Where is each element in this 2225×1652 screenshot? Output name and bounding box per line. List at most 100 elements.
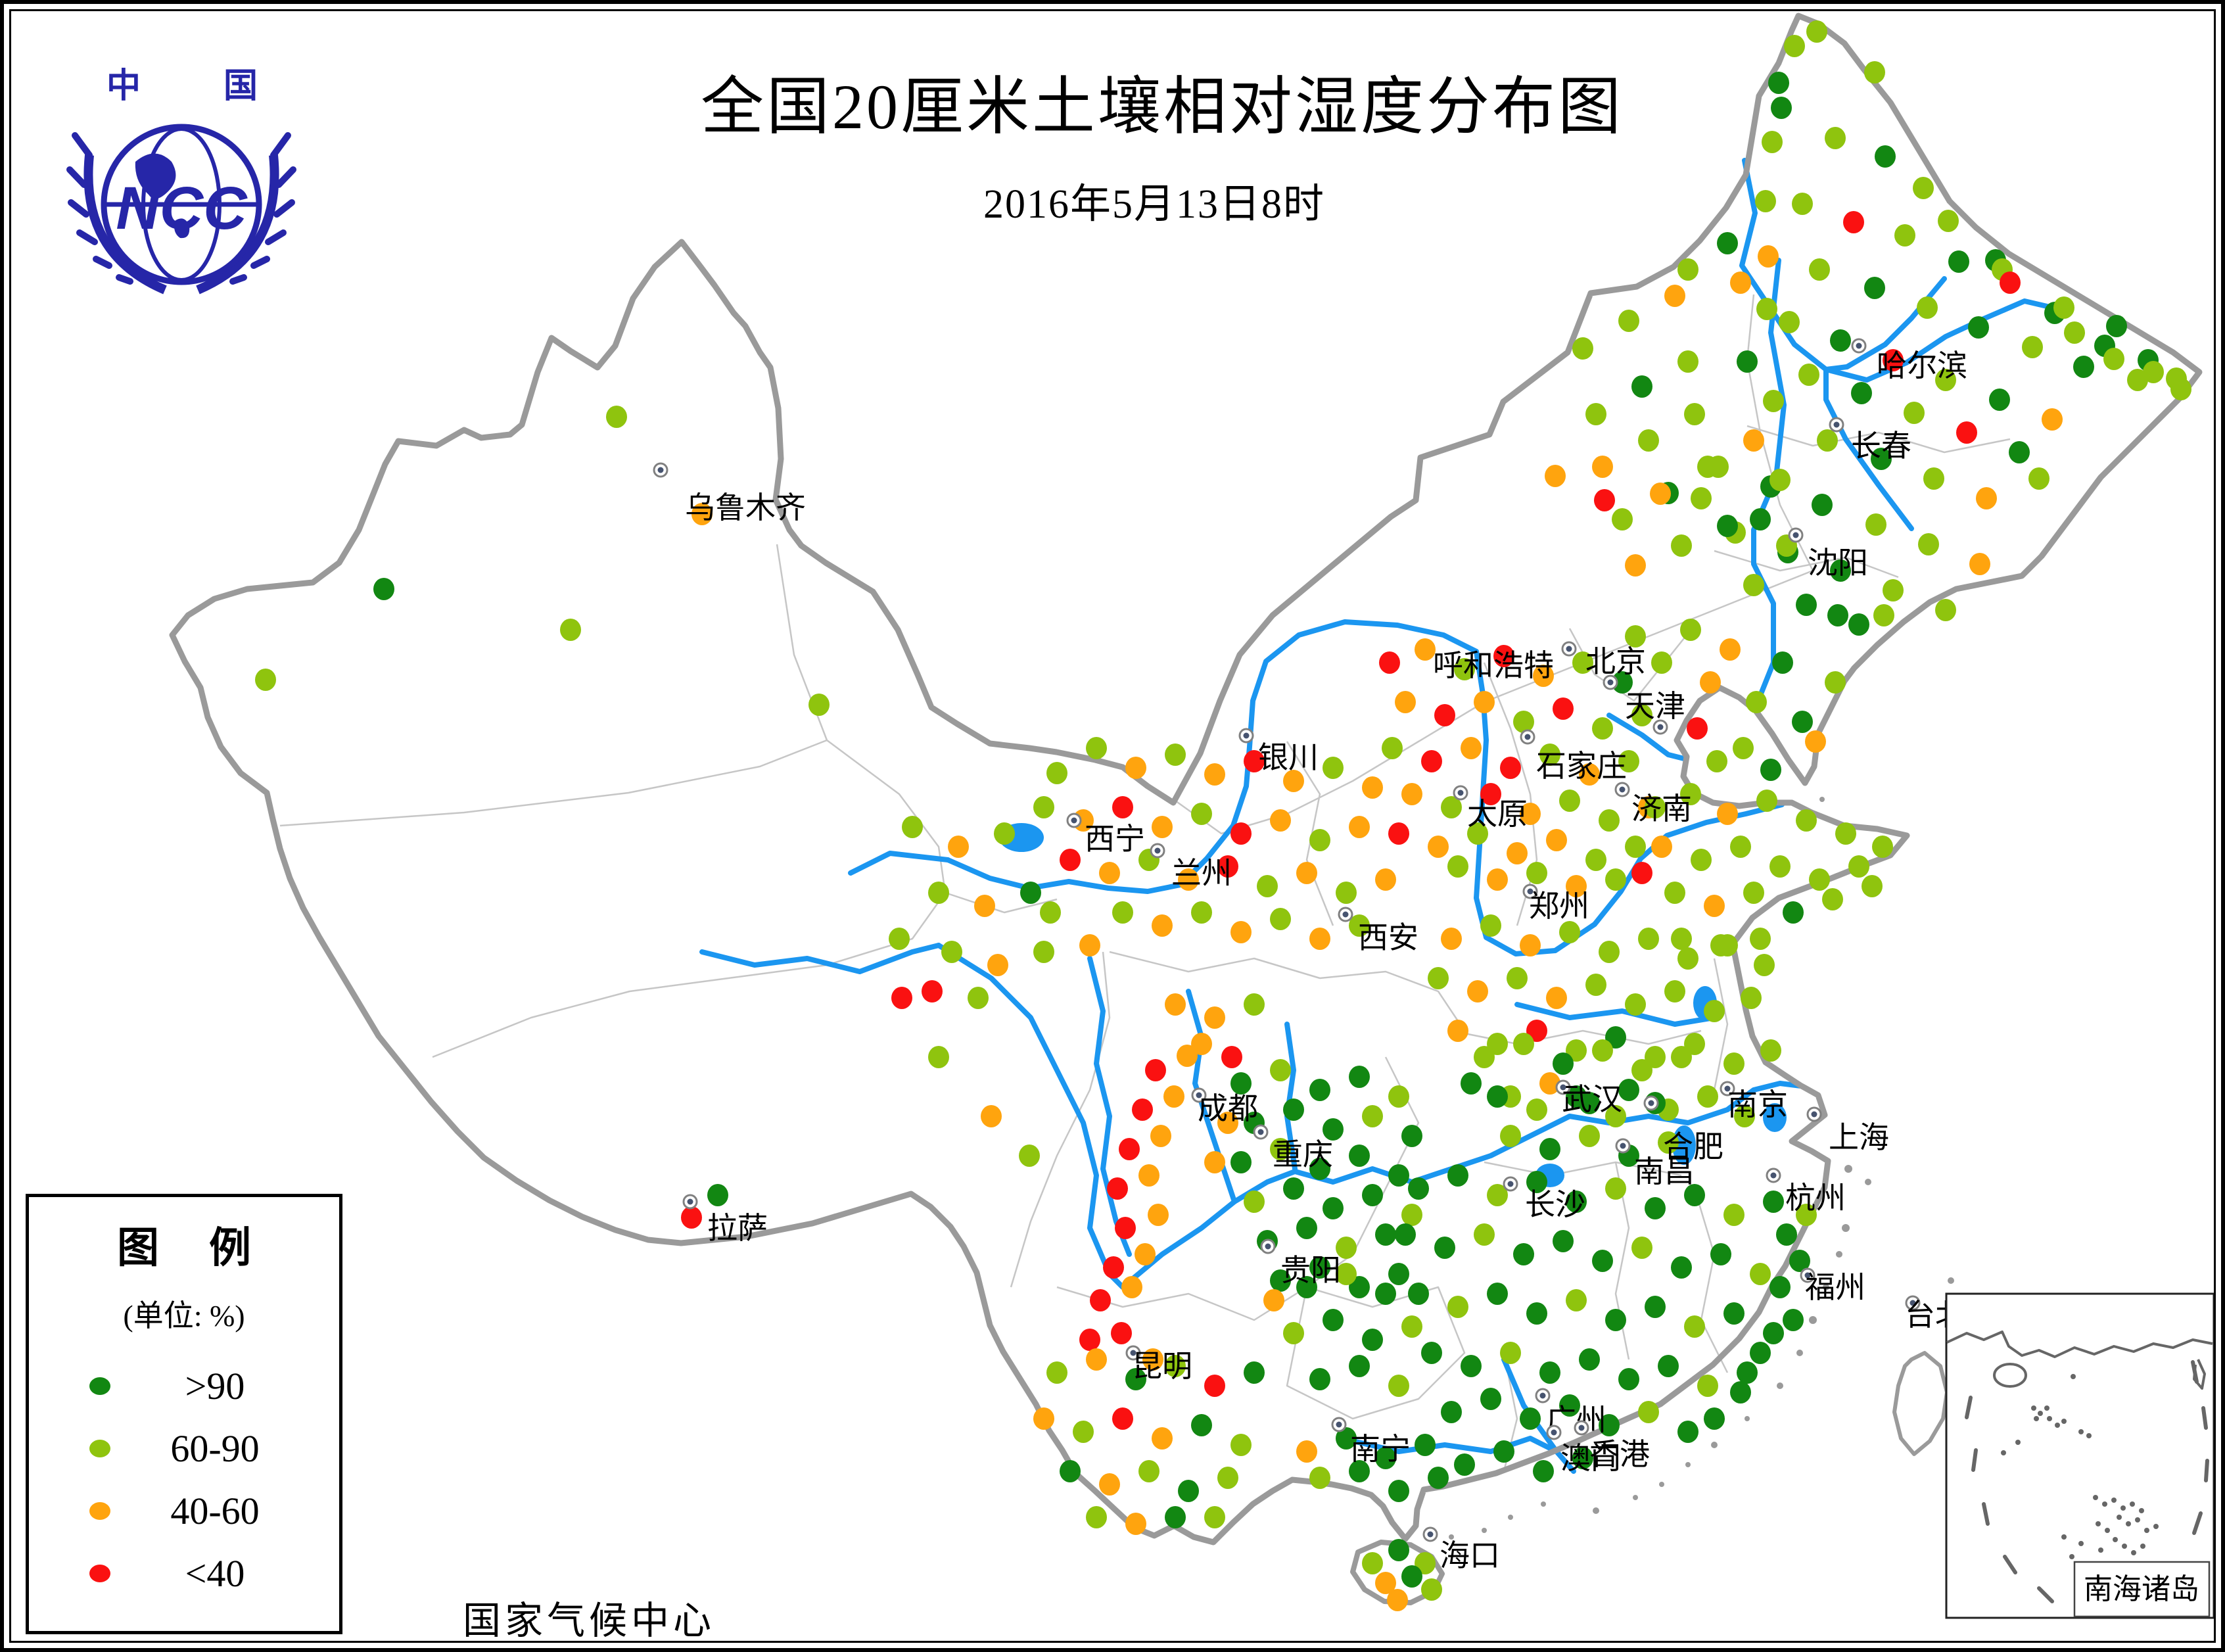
coastal-island (1819, 797, 1825, 802)
station-dot (1873, 604, 1894, 626)
station-dot (1684, 403, 1705, 425)
station-dot (1086, 1506, 1107, 1528)
station-dot (1526, 862, 1547, 884)
station-dot (1099, 862, 1120, 884)
station-dot (1677, 258, 1698, 281)
station-dot (1677, 1421, 1698, 1443)
station-dot (1691, 487, 1712, 509)
station-dot (1221, 1046, 1242, 1068)
station-dot (1671, 1256, 1692, 1279)
station-dot (994, 822, 1015, 845)
station-dot (1658, 1355, 1679, 1377)
city-marker-dot (1257, 1129, 1264, 1135)
city-昆明: 昆明 (1125, 1345, 1192, 1383)
station-dot (1336, 1263, 1357, 1285)
station-dot (1756, 298, 1777, 320)
coastal-island (1482, 1528, 1487, 1533)
inset-islet (2078, 1429, 2084, 1434)
station-dot (1204, 1506, 1225, 1528)
province-boundary (1714, 550, 1899, 578)
station-dot (1362, 1184, 1383, 1206)
station-dot (1257, 875, 1278, 897)
city-西宁: 西宁 (1066, 813, 1145, 856)
station-dot (1645, 1046, 1666, 1068)
station-dot (1111, 1322, 1132, 1344)
credit-text: 国家气候中心 (462, 1599, 715, 1642)
station-dot (373, 578, 394, 600)
station-dot (1825, 127, 1846, 149)
station-dot (1546, 829, 1567, 851)
station-dot (255, 669, 276, 691)
coastal-island (1865, 1179, 1871, 1185)
station-dot (1566, 1191, 1587, 1213)
province-boundary (1713, 958, 1729, 1091)
station-dot (1645, 796, 1666, 818)
inset-label: 南海诸岛 (2084, 1573, 2199, 1605)
station-dot (1677, 947, 1698, 970)
station-dot (1375, 1223, 1396, 1246)
province-boundary (1109, 951, 1466, 1031)
station-dot (1599, 809, 1620, 832)
station-dot (1454, 658, 1475, 680)
city-marker-dot (1154, 847, 1161, 854)
station-dot (1323, 757, 1344, 779)
river (1087, 956, 1132, 1257)
station-dot (1743, 574, 1764, 596)
city-marker-dot (1804, 1272, 1811, 1279)
station-dot (1309, 928, 1330, 950)
station-dot (1375, 1283, 1396, 1305)
station-dot (1625, 993, 1646, 1016)
station-dot (1395, 1223, 1416, 1246)
station-dot (1296, 862, 1317, 884)
station-dot (1336, 1237, 1357, 1259)
station-dot (968, 987, 989, 1009)
station-dot (1454, 1453, 1475, 1476)
station-dot (1605, 1177, 1626, 1200)
river (945, 619, 1785, 956)
legend-item-label: 60-90 (170, 1427, 260, 1470)
station-dot (1349, 1066, 1370, 1088)
station-dot (1362, 1105, 1383, 1127)
city-南宁: 南宁 (1331, 1417, 1411, 1466)
inset-islet (2086, 1433, 2092, 1438)
page-title: 全国20厘米土壤相对湿度分布图 (701, 72, 1624, 142)
city-label: 乌鲁木齐 (685, 491, 806, 525)
station-dot (1296, 1440, 1317, 1463)
city-marker-dot (1265, 1243, 1271, 1250)
station-dot (1204, 1375, 1225, 1397)
station-dot (1572, 337, 1593, 360)
station-dot (1750, 1342, 1771, 1364)
city-南京: 南京 (1720, 1081, 1788, 1121)
station-dot (1487, 868, 1508, 891)
station-dot (1408, 1177, 1429, 1200)
station-dot (2009, 441, 2030, 463)
city-marker-dot (1909, 1300, 1916, 1306)
station-dot (922, 980, 943, 1003)
city-marker-dot (657, 467, 664, 473)
station-dot (1704, 895, 1725, 917)
city-marker-dot (1620, 1143, 1626, 1149)
river (1751, 258, 1787, 698)
station-dot (1585, 849, 1606, 871)
station-dot (1204, 763, 1225, 786)
city-成都: 成都 (1191, 1087, 1258, 1125)
station-dot (1150, 1125, 1171, 1147)
station-dot (1178, 1480, 1199, 1502)
station-dot (1103, 1256, 1124, 1279)
station-dot (1362, 776, 1383, 799)
city-label: 昆明 (1132, 1350, 1192, 1383)
city-太原: 太原 (1453, 785, 1528, 831)
station-dot (1493, 1440, 1514, 1463)
station-dot (1830, 329, 1851, 352)
station-dot (2073, 356, 2094, 378)
city-label: 长春 (1851, 429, 1911, 463)
station-dot (1566, 1085, 1587, 1108)
station-dot (1704, 1407, 1725, 1430)
station-dot (1559, 921, 1580, 943)
station-dot (1060, 1460, 1081, 1482)
station-dot (1019, 1145, 1040, 1167)
inset-islet (2105, 1528, 2110, 1533)
station-dot (560, 619, 581, 641)
city-label: 济南 (1631, 792, 1692, 826)
river (1739, 158, 1829, 372)
